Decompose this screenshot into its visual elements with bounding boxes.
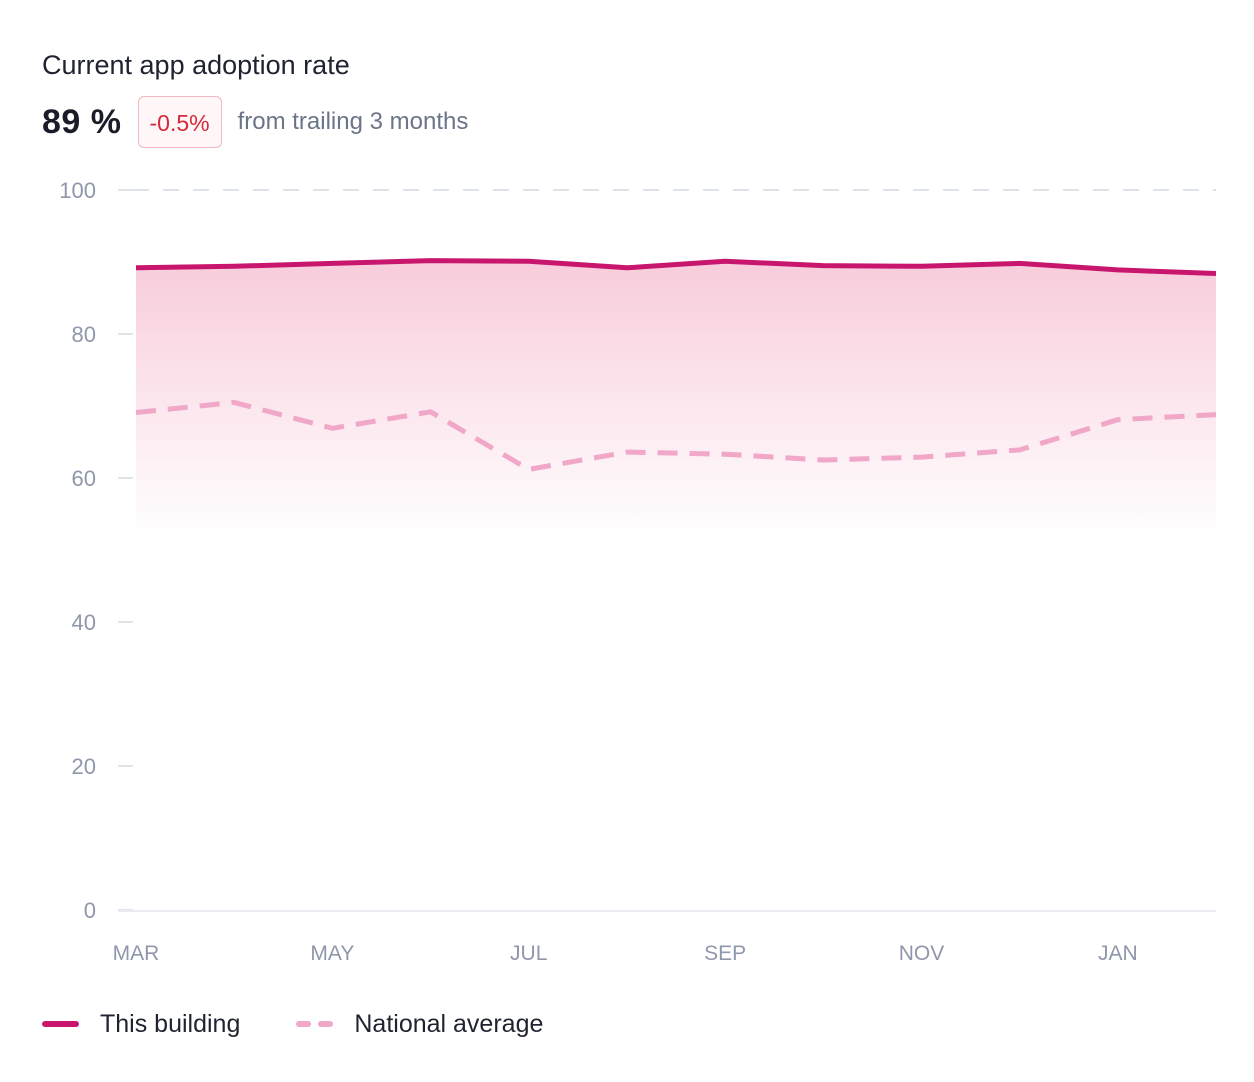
legend-swatch-dashed	[296, 1021, 334, 1027]
series-0-point-jul[interactable]	[526, 258, 532, 264]
line-chart: 0 20 40 60 80 100 MAR MAY JUL SEP NOV JAN	[59, 178, 1219, 965]
series-0-point-nov[interactable]	[918, 263, 924, 269]
series-line-1	[135, 399, 1217, 472]
x-axis: MAR MAY JUL SEP NOV JAN	[113, 910, 1216, 965]
series-1-point-jan[interactable]	[1115, 417, 1121, 423]
kpi-row: 89 % -0.5% from trailing 3 months	[42, 95, 468, 149]
series-0-point-feb[interactable]	[1213, 271, 1219, 277]
series-1-point-may[interactable]	[329, 425, 335, 431]
y-tick-label: 100	[59, 178, 96, 203]
y-tick-label: 40	[72, 610, 96, 635]
series-1-point-jul[interactable]	[526, 466, 532, 472]
x-tick-label: MAY	[310, 942, 354, 965]
series-1-point-oct[interactable]	[820, 457, 826, 463]
legend-item-this-building[interactable]: This building	[42, 1010, 240, 1039]
series-1-point-jun[interactable]	[428, 409, 434, 415]
legend-item-national-average[interactable]: National average	[296, 1010, 543, 1039]
series-0-point-jan[interactable]	[1115, 267, 1121, 273]
series-0-point-dec[interactable]	[1017, 260, 1023, 266]
series-0-point-apr[interactable]	[231, 263, 237, 269]
series-0-point-sep[interactable]	[722, 258, 728, 264]
series-1-point-nov[interactable]	[918, 454, 924, 460]
y-tick-label: 80	[72, 322, 96, 347]
series-1-point-apr[interactable]	[231, 399, 237, 405]
x-tick-label: JAN	[1098, 942, 1138, 965]
series-1-point-mar[interactable]	[133, 409, 139, 415]
chart-title: Current app adoption rate	[42, 50, 350, 80]
x-tick-label: NOV	[899, 942, 945, 965]
delta-badge: -0.5%	[137, 96, 222, 148]
current-adoption-value: 89 %	[42, 102, 122, 141]
legend-swatch-solid	[42, 1021, 79, 1027]
delta-caption: from trailing 3 months	[237, 108, 469, 135]
y-tick-label: 60	[72, 466, 96, 491]
series-1-point-dec[interactable]	[1017, 447, 1023, 453]
series-0-point-oct[interactable]	[820, 263, 826, 269]
series-area-0	[136, 260, 1216, 536]
legend-label: National average	[354, 1009, 544, 1038]
y-tick-label: 0	[84, 898, 96, 923]
x-tick-label: MAR	[113, 942, 160, 965]
series-1-point-feb[interactable]	[1213, 412, 1219, 418]
series-layer	[133, 258, 1219, 472]
series-0-point-mar[interactable]	[133, 265, 139, 271]
series-0-point-may[interactable]	[329, 260, 335, 266]
y-axis: 0 20 40 60 80 100	[59, 178, 1216, 923]
y-tick-label: 20	[72, 754, 96, 779]
series-line-0	[135, 258, 1217, 276]
area-layer	[136, 260, 1216, 536]
x-tick-label: SEP	[704, 942, 746, 965]
x-tick-label: JUL	[510, 942, 547, 965]
series-0-point-jun[interactable]	[428, 258, 434, 264]
series-0-point-aug[interactable]	[624, 265, 630, 271]
series-1-point-aug[interactable]	[624, 449, 630, 455]
legend: This building National average	[42, 1006, 599, 1042]
series-1-point-sep[interactable]	[722, 451, 728, 457]
legend-label: This building	[100, 1009, 241, 1038]
